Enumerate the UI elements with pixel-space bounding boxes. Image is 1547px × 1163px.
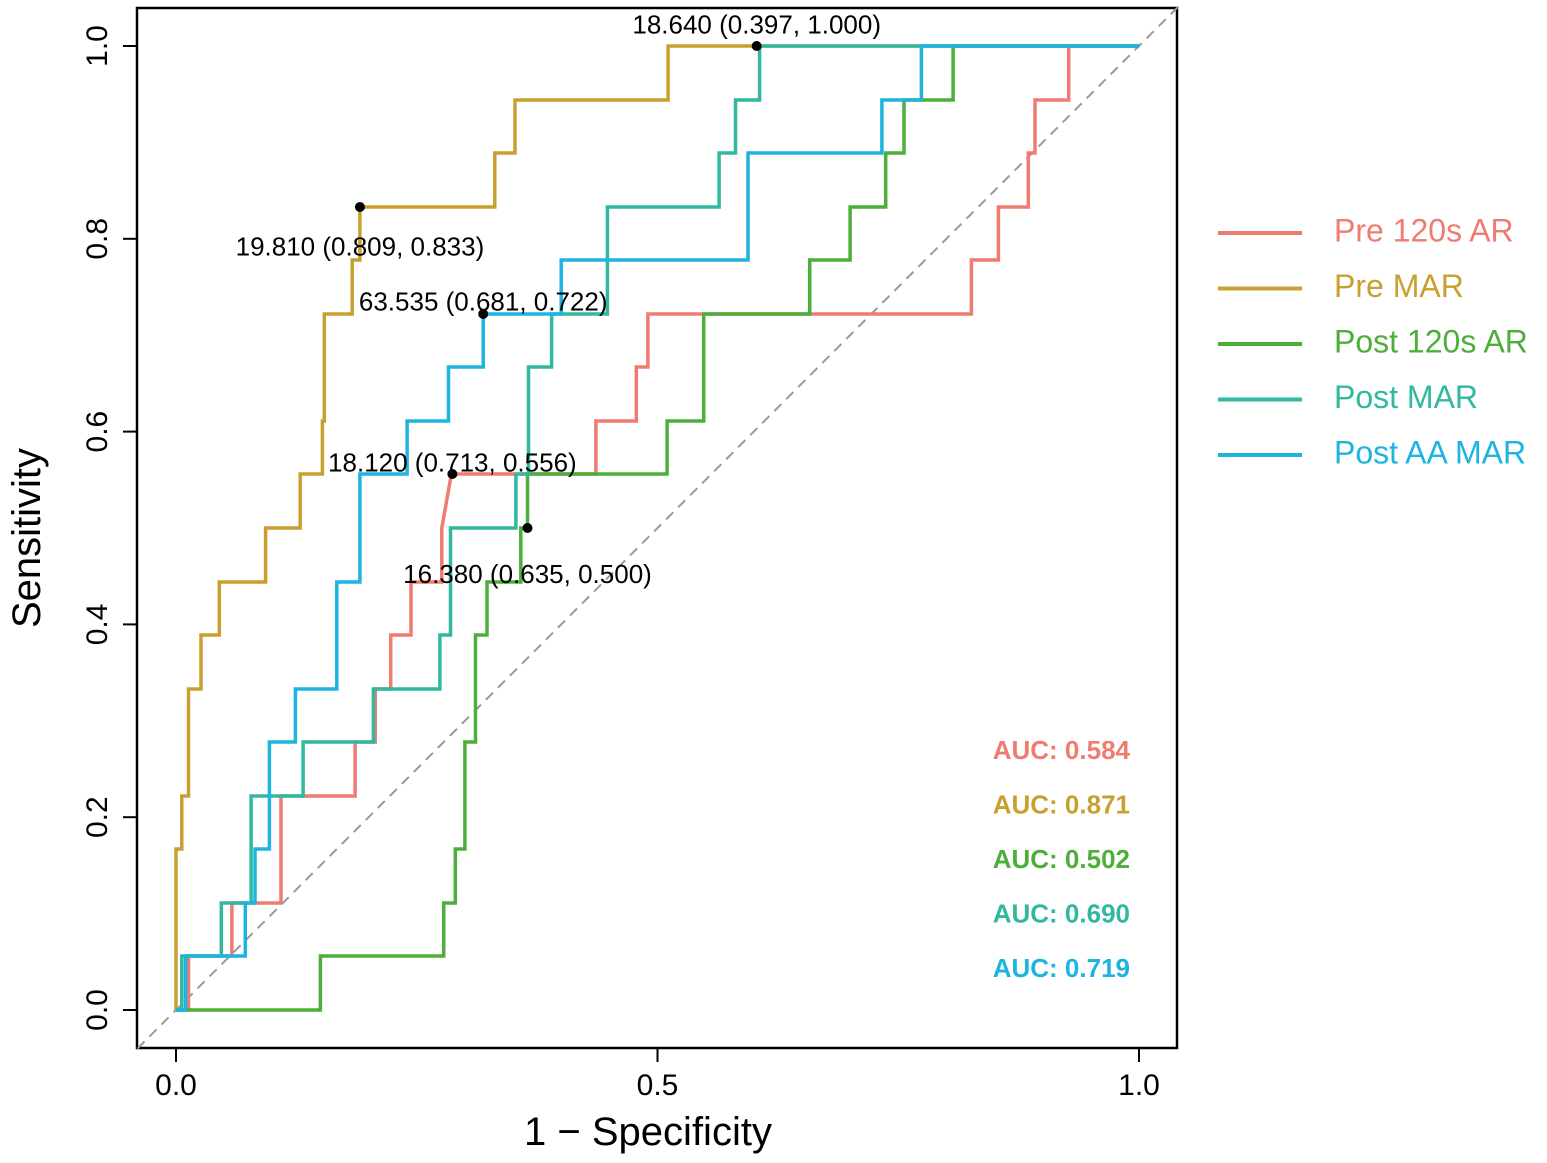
x-tick-label: 0.0	[155, 1069, 197, 1102]
y-tick-label: 0.0	[81, 989, 114, 1031]
cutoff-points	[354, 41, 762, 533]
cutoff-label: 18.640 (0.397, 1.000)	[632, 10, 881, 40]
x-tick-label: 1.0	[1118, 1069, 1160, 1102]
x-tick-label: 0.5	[637, 1069, 679, 1102]
series-line-post-aa-mar	[176, 44, 1139, 1012]
diagonal-reference	[136, 6, 1179, 1050]
auc-labels: AUC: 0.584 AUC: 0.871 AUC: 0.502 AUC: 0.690…	[993, 735, 1131, 983]
cutoff-point	[522, 523, 533, 533]
series-layer	[174, 44, 1139, 1012]
cutoff-point	[447, 469, 458, 480]
auc-label: AUC: 0.719	[993, 953, 1130, 983]
series-line-post-120s-ar	[176, 44, 1139, 1012]
legend: Pre 120s AR Pre MAR Post 120s AR Post MAR Po…	[1218, 212, 1528, 470]
cutoff-point	[354, 201, 365, 212]
y-tick-label: 0.2	[81, 796, 114, 838]
x-axis: 0.0 0.5 1.0	[155, 1048, 1160, 1102]
y-axis-title: Sensitivity	[5, 448, 49, 628]
auc-label: AUC: 0.502	[993, 844, 1130, 874]
y-axis: 0.0 0.2 0.4 0.6 0.8 1.0	[81, 25, 137, 1031]
cutoff-label: 63.535 (0.681, 0.722)	[359, 286, 608, 316]
cutoff-label: 16.380 (0.635, 0.500)	[403, 559, 652, 589]
series-line-pre-mar	[174, 44, 1139, 1010]
legend-label: Pre 120s AR	[1334, 212, 1514, 248]
cutoff-label: 18.120 (0.713, 0.556)	[328, 447, 577, 477]
legend-label: Post 120s AR	[1334, 323, 1528, 359]
y-tick-label: 1.0	[81, 25, 114, 67]
cutoff-point	[478, 308, 489, 319]
y-tick-label: 0.4	[81, 604, 114, 646]
series-line-pre-120s-ar	[176, 46, 1071, 1012]
y-tick-label: 0.8	[81, 218, 114, 260]
legend-label: Post AA MAR	[1334, 434, 1526, 470]
cutoff-point	[751, 41, 762, 51]
auc-label: AUC: 0.690	[993, 898, 1130, 928]
x-axis-title: 1 − Specificity	[524, 1110, 772, 1154]
annotations: 18.640 (0.397, 1.000) 19.810 (0.809, 0.83…	[236, 10, 881, 589]
cutoff-label: 19.810 (0.809, 0.833)	[236, 231, 485, 261]
y-tick-label: 0.6	[81, 411, 114, 453]
legend-label: Post MAR	[1334, 379, 1478, 415]
diagonal-line	[136, 6, 1179, 1050]
auc-label: AUC: 0.871	[993, 789, 1130, 819]
legend-label: Pre MAR	[1334, 268, 1464, 304]
auc-label: AUC: 0.584	[993, 735, 1131, 765]
